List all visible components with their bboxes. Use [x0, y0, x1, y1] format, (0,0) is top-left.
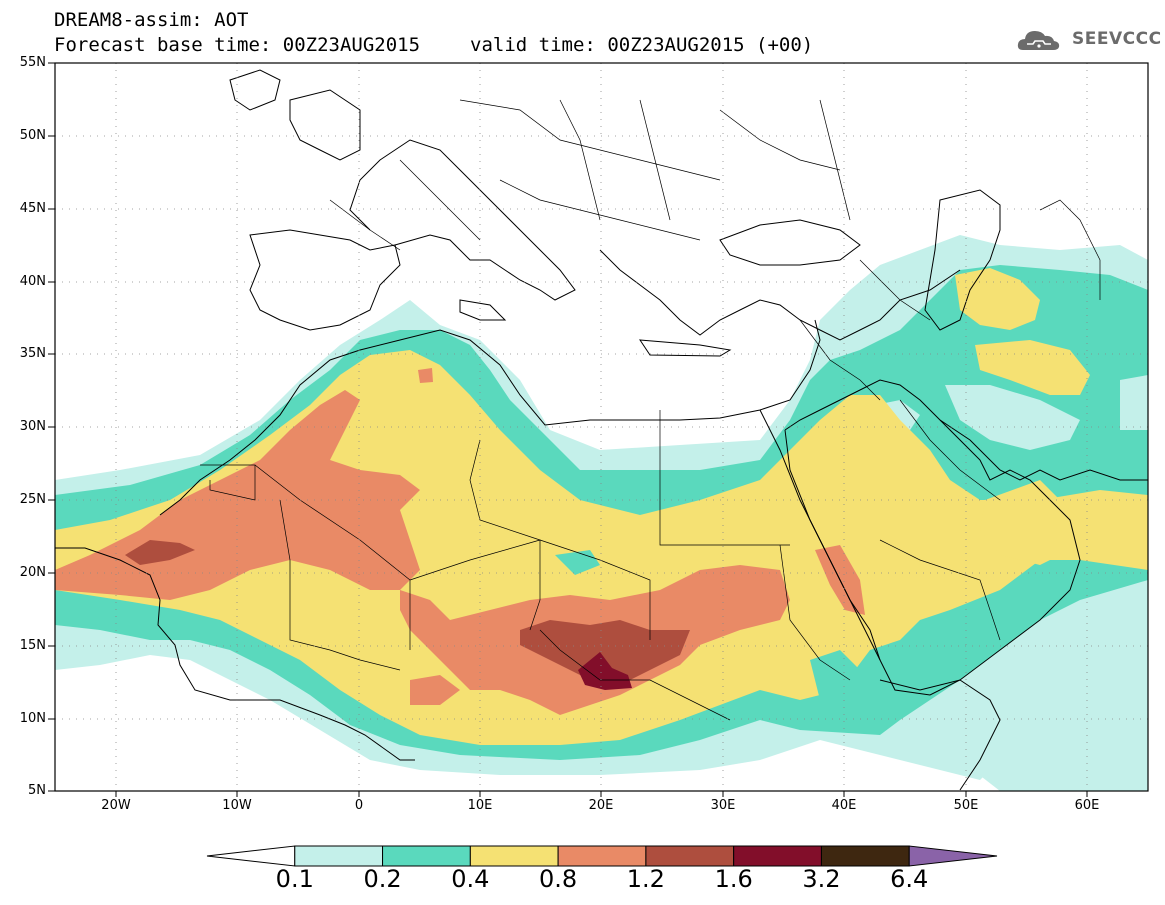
lon-label: 10W	[222, 798, 252, 813]
aot-band-1.2	[125, 540, 690, 685]
aot-band-0.2-inner	[810, 650, 860, 700]
lon-label: 60E	[1074, 798, 1100, 813]
lat-label: 35N	[19, 346, 46, 361]
lon-label: 10E	[467, 798, 493, 813]
lon-label: 40E	[831, 798, 857, 813]
lat-label: 20N	[19, 565, 46, 580]
lon-label: 50E	[953, 798, 979, 813]
lon-label: 20E	[588, 798, 614, 813]
colorbar-level-label: 3.2	[802, 865, 841, 893]
lat-label: 10N	[19, 711, 46, 726]
lat-label: 25N	[19, 492, 46, 507]
borders	[200, 99, 1101, 721]
aot-band-1.6	[578, 652, 632, 690]
colorbar-level-label: 0.1	[275, 865, 314, 893]
lat-label: 55N	[19, 55, 46, 70]
colorbar-level-label: 0.8	[539, 865, 578, 893]
time-info: Forecast base time: 00Z23AUG2015 valid ti…	[54, 35, 813, 55]
cloud-icon	[1017, 31, 1060, 50]
colorbar-level-label: 1.6	[714, 865, 753, 893]
colorbar-level-label: 0.4	[451, 865, 490, 893]
valid-time: valid time: 00Z23AUG2015 (+00)	[470, 34, 814, 56]
colorbar-level-label: 6.4	[890, 865, 929, 893]
lat-label: 50N	[19, 128, 46, 143]
lon-label: 30E	[710, 798, 736, 813]
graticule	[55, 63, 1148, 791]
lon-label: 0	[354, 798, 364, 813]
logo-text: SEEVCCC	[1072, 29, 1162, 49]
base-time: Forecast base time: 00Z23AUG2015	[54, 34, 421, 56]
colorbar-level-label: 1.2	[626, 865, 665, 893]
lat-label: 30N	[19, 419, 46, 434]
lat-label: 5N	[28, 783, 46, 798]
lat-label: 45N	[19, 201, 46, 216]
lat-label: 15N	[19, 638, 46, 653]
coastlines	[55, 69, 1148, 791]
lon-label: 20W	[101, 798, 131, 813]
axis-ticks	[48, 62, 1088, 797]
map-title: DREAM8-assim: AOT	[54, 9, 249, 31]
lat-label: 40N	[19, 274, 46, 289]
colorbar-level-label: 0.2	[363, 865, 402, 893]
